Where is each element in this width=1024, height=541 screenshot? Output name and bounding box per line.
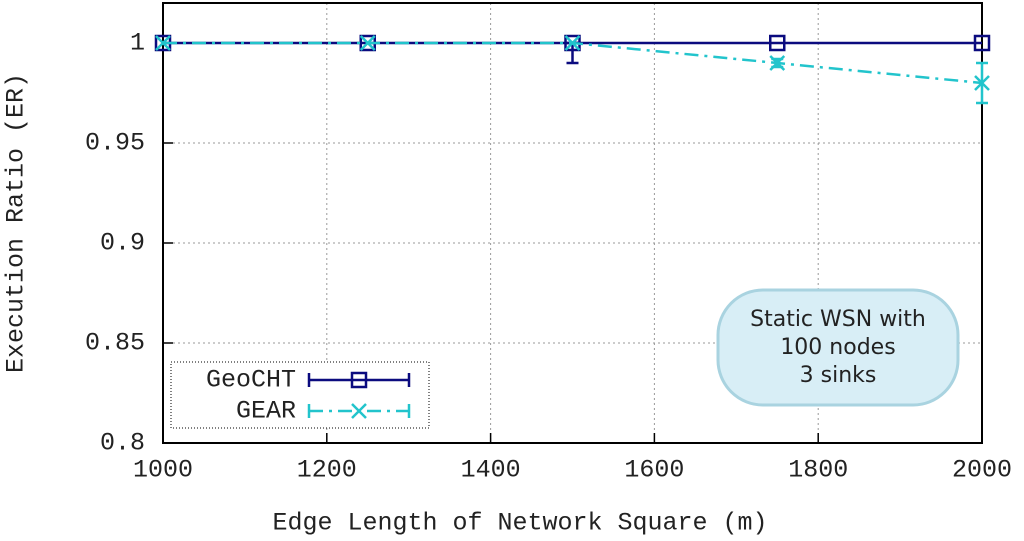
x-tick-label: 1800	[788, 456, 848, 485]
marker	[564, 35, 581, 51]
marker	[973, 34, 991, 52]
x-tick-label: 1600	[624, 456, 684, 485]
annotation-text: 100 nodes	[780, 335, 895, 360]
marker	[769, 34, 786, 52]
plot-border	[162, 2, 983, 444]
marker	[769, 55, 786, 71]
annotation-text: Static WSN with	[750, 307, 926, 332]
marker	[359, 35, 376, 51]
marker	[350, 371, 368, 389]
marker	[155, 35, 171, 51]
x-tick-label: 1000	[133, 456, 193, 485]
y-tick-label: 0.8	[100, 429, 145, 458]
legend-line	[307, 373, 411, 387]
y-tick-label: 0.95	[85, 129, 145, 158]
legend-label: GEAR	[236, 397, 296, 426]
legend-box	[170, 361, 430, 429]
x-tick-label: 2000	[952, 456, 1012, 485]
annotation-text: 3 sinks	[800, 363, 877, 388]
x-tick-label: 1200	[297, 456, 357, 485]
marker	[351, 403, 367, 419]
legend-label: GeoCHT	[206, 366, 296, 395]
y-tick-label: 1	[130, 29, 145, 58]
marker	[974, 75, 990, 91]
x-tick-label: 1400	[461, 456, 521, 485]
x-axis-label: Edge Length of Network Square (m)	[272, 509, 767, 538]
y-tick-label: 0.9	[100, 229, 145, 258]
y-axis-label: Execution Ratio (ER)	[2, 73, 31, 373]
y-tick-label: 0.85	[85, 329, 145, 358]
annotation-box	[716, 288, 960, 407]
